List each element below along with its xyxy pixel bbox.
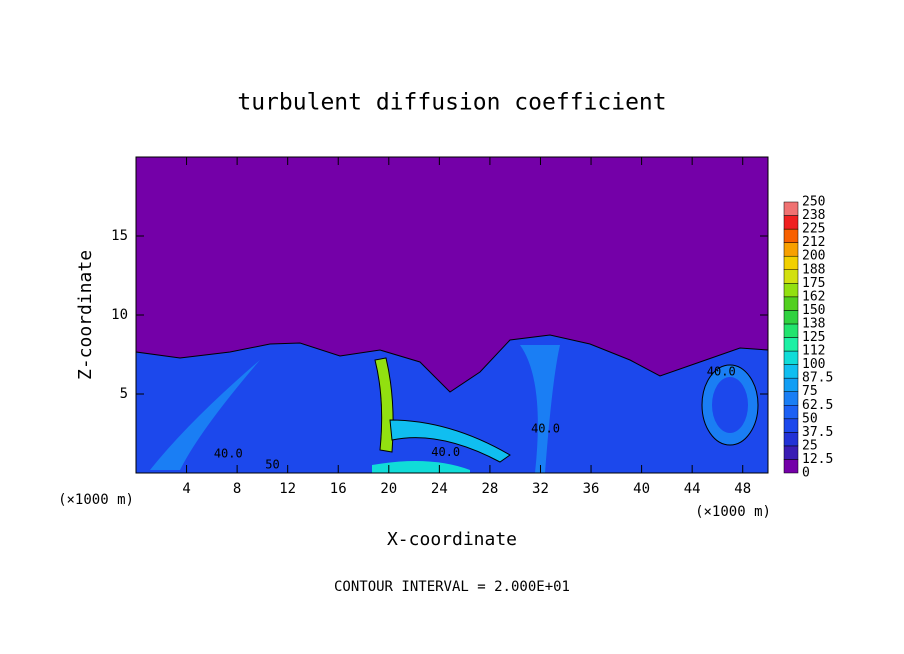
colorbar-label: 162: [802, 289, 825, 304]
x-tick-label: 8: [233, 481, 241, 497]
turbulent-layer: [135, 334, 769, 474]
colorbar-swatch: [783, 310, 799, 325]
colorbar-label: 112: [802, 344, 825, 359]
colorbar-label: 250: [802, 195, 825, 210]
colorbar-swatch: [783, 201, 799, 216]
colorbar-swatch: [783, 459, 799, 474]
y-axis-label: Z-coordinate: [75, 250, 96, 380]
colorbar-swatch: [783, 405, 799, 420]
x-tick-label: 48: [734, 481, 751, 497]
streak: [372, 461, 470, 473]
streak: [389, 419, 511, 463]
colorbar-swatch: [783, 391, 799, 406]
chart-title: turbulent diffusion coefficient: [237, 90, 666, 116]
contour-label: 40.0: [707, 364, 736, 378]
streak: [150, 360, 260, 470]
x-unit-right: (×1000 m): [695, 504, 771, 520]
x-tick-label: 44: [684, 481, 701, 497]
x-tick-label: 40: [633, 481, 650, 497]
contour-label: 40.0: [214, 447, 243, 461]
y-tick-label: 15: [111, 228, 128, 244]
colorbar-swatch: [783, 377, 799, 392]
x-axis-label: X-coordinate: [387, 529, 517, 550]
x-tick-label: 28: [481, 481, 498, 497]
contour-label: 40.0: [431, 445, 460, 459]
colorbar-label: 25: [802, 438, 818, 453]
colorbar-label: 87.5: [802, 371, 833, 386]
x-tick-label: 36: [583, 481, 600, 497]
x-tick-label: 24: [431, 481, 448, 497]
colorbar-swatch: [783, 418, 799, 433]
contour-label: 40.0: [531, 421, 560, 435]
x-unit-left: (×1000 m): [58, 492, 134, 508]
x-tick-label: 4: [182, 481, 190, 497]
colorbar-swatch: [783, 364, 799, 379]
streak: [520, 345, 560, 473]
colorbar-label: 175: [802, 276, 825, 291]
eddy: [712, 377, 748, 433]
colorbar-label: 75: [802, 384, 818, 399]
colorbar-swatch: [783, 283, 799, 298]
colorbar-label: 150: [802, 303, 825, 318]
colorbar-swatch: [783, 445, 799, 460]
colorbar-label: 0: [802, 466, 810, 481]
colorbar-swatch: [783, 269, 799, 284]
x-tick-label: 12: [279, 481, 296, 497]
colorbar-label: 212: [802, 235, 825, 250]
x-tick-label: 20: [380, 481, 397, 497]
y-tick-label: 5: [120, 386, 128, 402]
colorbar-label: 12.5: [802, 452, 833, 467]
colorbar-swatch: [783, 432, 799, 447]
colorbar-label: 50: [802, 411, 818, 426]
colorbar-label: 238: [802, 208, 825, 223]
field: [135, 157, 769, 474]
colorbar-label: 100: [802, 357, 825, 372]
x-tick-label: 32: [532, 481, 549, 497]
colorbar-swatch: [783, 350, 799, 365]
colorbar-label: 200: [802, 249, 825, 264]
colorbar-label: 225: [802, 222, 825, 237]
colorbar-label: 188: [802, 262, 825, 277]
contour-label: 50: [265, 458, 279, 472]
colorbar-swatch: [783, 228, 799, 243]
y-tick-label: 10: [111, 307, 128, 323]
colorbar-swatch: [783, 215, 799, 230]
colorbar-swatch: [783, 242, 799, 257]
colorbar-label: 37.5: [802, 425, 833, 440]
colorbar-label: 138: [802, 316, 825, 331]
colorbar-label: 62.5: [802, 398, 833, 413]
colorbar-swatch: [783, 255, 799, 271]
streak: [374, 357, 394, 453]
colorbar-label: 125: [802, 330, 825, 345]
colorbar-swatch: [783, 296, 799, 311]
colorbar-swatch: [783, 337, 799, 352]
colorbar-swatch: [783, 323, 799, 338]
x-tick-label: 16: [330, 481, 347, 497]
footer-note: CONTOUR INTERVAL = 2.000E+01: [334, 579, 570, 595]
